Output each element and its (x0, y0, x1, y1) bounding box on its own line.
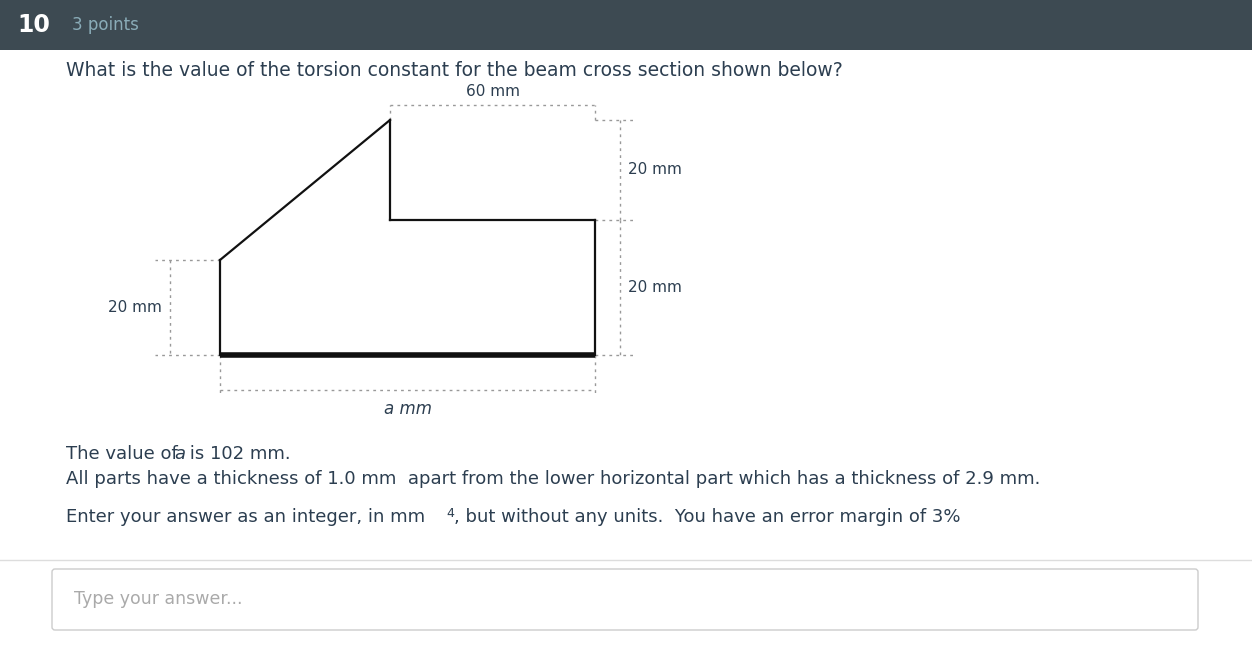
Text: is 102 mm.: is 102 mm. (184, 445, 290, 463)
Text: 20 mm: 20 mm (629, 280, 682, 295)
Text: 20 mm: 20 mm (629, 162, 682, 178)
Text: 10: 10 (18, 13, 50, 37)
Text: a mm: a mm (383, 400, 432, 418)
Text: 3 points: 3 points (73, 16, 139, 34)
Text: Type your answer...: Type your answer... (74, 590, 243, 608)
Text: All parts have a thickness of 1.0 mm  apart from the lower horizontal part which: All parts have a thickness of 1.0 mm apa… (66, 470, 1040, 488)
Text: 20 mm: 20 mm (108, 300, 162, 315)
Text: The value of: The value of (66, 445, 184, 463)
Text: 4: 4 (446, 507, 454, 520)
FancyBboxPatch shape (53, 569, 1198, 630)
FancyBboxPatch shape (8, 5, 60, 45)
Text: What is the value of the torsion constant for the beam cross section shown below: What is the value of the torsion constan… (66, 60, 843, 79)
Text: Enter your answer as an integer, in mm: Enter your answer as an integer, in mm (66, 508, 426, 526)
Text: 60 mm: 60 mm (466, 84, 520, 99)
FancyBboxPatch shape (0, 0, 1252, 50)
Text: , but without any units.  You have an error margin of 3%: , but without any units. You have an err… (454, 508, 960, 526)
Text: a: a (174, 445, 185, 463)
